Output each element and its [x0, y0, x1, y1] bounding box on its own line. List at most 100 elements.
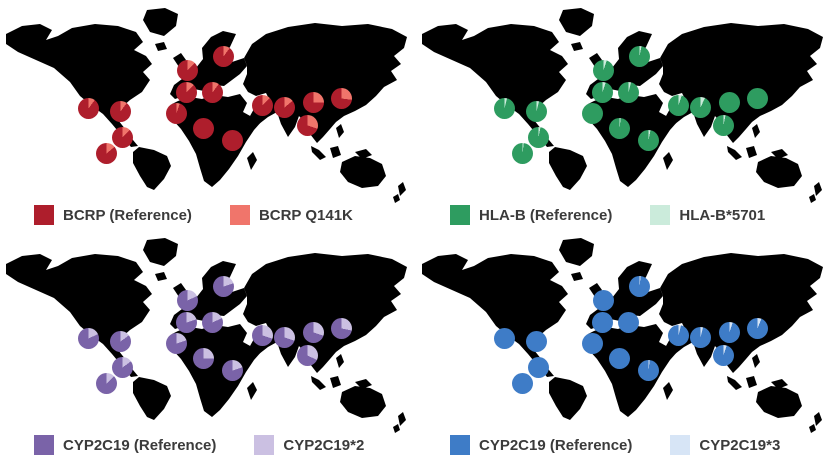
- pie-west-africa: [581, 102, 603, 124]
- pie-northern-europe: [592, 59, 614, 81]
- pie-north-america-west: [77, 97, 99, 119]
- legend-label: CYP2C19*2: [283, 436, 365, 454]
- pie-east-asia: [302, 91, 324, 113]
- legend-label: BCRP (Reference): [63, 206, 192, 224]
- pie-east-asia: [718, 321, 740, 343]
- pie-north-america-west: [493, 327, 515, 349]
- pie-japan: [746, 87, 768, 109]
- legend-item-variant: CYP2C19*2: [254, 435, 364, 455]
- reference-color-swatch: [34, 435, 54, 455]
- panel-bcrp: BCRP (Reference) BCRP Q141K: [0, 0, 416, 230]
- legend-label: HLA-B (Reference): [479, 206, 613, 224]
- legend-label: CYP2C19*3: [699, 436, 781, 454]
- pie-central-africa: [192, 347, 214, 369]
- pie-north-america-east: [109, 100, 131, 122]
- pie-scandinavia: [628, 45, 650, 67]
- pie-scandinavia: [212, 45, 234, 67]
- reference-color-swatch: [450, 205, 470, 225]
- legend-item-variant: HLA-B*5701: [650, 205, 765, 225]
- pie-southern-africa: [637, 129, 659, 151]
- pie-south-america: [511, 372, 533, 394]
- legend-item-reference: CYP2C19 (Reference): [34, 435, 216, 455]
- pie-southern-africa: [221, 129, 243, 151]
- legend-item-reference: CYP2C19 (Reference): [450, 435, 632, 455]
- pie-eastern-europe: [201, 311, 223, 333]
- pie-western-europe: [175, 81, 197, 103]
- variant-color-swatch: [650, 205, 671, 225]
- variant-color-swatch: [670, 435, 691, 455]
- pie-south-america: [95, 142, 117, 164]
- pie-layer-hla-b: [416, 0, 832, 230]
- pie-west-africa: [165, 102, 187, 124]
- pie-east-asia: [718, 91, 740, 113]
- pie-middle-east: [251, 94, 273, 116]
- pie-southeast-asia: [712, 344, 734, 366]
- pie-south-asia: [273, 96, 295, 118]
- legend-item-variant: BCRP Q141K: [229, 205, 353, 225]
- pie-north-america-west: [493, 97, 515, 119]
- pie-japan: [330, 87, 352, 109]
- pie-central-africa: [608, 117, 630, 139]
- pie-south-asia: [689, 326, 711, 348]
- pie-north-america-west: [77, 327, 99, 349]
- pie-northern-europe: [176, 59, 198, 81]
- pie-south-america: [95, 372, 117, 394]
- pie-central-africa: [608, 347, 630, 369]
- pie-middle-east: [667, 324, 689, 346]
- pie-south-america: [511, 142, 533, 164]
- pie-middle-east: [251, 324, 273, 346]
- pie-west-africa: [165, 332, 187, 354]
- legend-label: BCRP Q141K: [258, 206, 353, 224]
- panel-hla-b: HLA-B (Reference) HLA-B*5701: [416, 0, 832, 230]
- reference-color-swatch: [450, 435, 470, 455]
- legend-label: CYP2C19 (Reference): [63, 436, 217, 454]
- pie-central-america: [527, 356, 549, 378]
- pie-western-europe: [591, 81, 613, 103]
- legend-item-variant: CYP2C19*3: [670, 435, 780, 455]
- pie-southeast-asia: [296, 114, 318, 136]
- legend-label: HLA-B*5701: [679, 206, 766, 224]
- pie-scandinavia: [628, 275, 650, 297]
- pie-northern-europe: [592, 289, 614, 311]
- pie-western-europe: [175, 311, 197, 333]
- pie-central-america: [111, 126, 133, 148]
- pie-layer-cyp2c19-star2: [0, 230, 416, 460]
- pie-northern-europe: [176, 289, 198, 311]
- legend-bcrp: BCRP (Reference) BCRP Q141K: [34, 205, 353, 225]
- pie-southeast-asia: [296, 344, 318, 366]
- pie-central-africa: [192, 117, 214, 139]
- legend-hla-b: HLA-B (Reference) HLA-B*5701: [450, 205, 765, 225]
- pie-north-america-east: [109, 330, 131, 352]
- pie-central-america: [111, 356, 133, 378]
- pie-layer-cyp2c19-star3: [416, 230, 832, 460]
- legend-cyp2c19-star2: CYP2C19 (Reference) CYP2C19*2: [34, 435, 364, 455]
- legend-item-reference: BCRP (Reference): [34, 205, 192, 225]
- pie-western-europe: [591, 311, 613, 333]
- pie-eastern-europe: [617, 311, 639, 333]
- variant-color-swatch: [229, 205, 250, 225]
- legend-cyp2c19-star3: CYP2C19 (Reference) CYP2C19*3: [450, 435, 780, 455]
- pie-east-asia: [302, 321, 324, 343]
- pie-eastern-europe: [201, 81, 223, 103]
- pie-eastern-europe: [617, 81, 639, 103]
- pie-southern-africa: [221, 359, 243, 381]
- pie-south-asia: [273, 326, 295, 348]
- panel-cyp2c19-star2: CYP2C19 (Reference) CYP2C19*2: [0, 230, 416, 460]
- pie-southern-africa: [637, 359, 659, 381]
- pie-central-america: [527, 126, 549, 148]
- pie-japan: [330, 317, 352, 339]
- legend-item-reference: HLA-B (Reference): [450, 205, 612, 225]
- pie-layer-bcrp: [0, 0, 416, 230]
- pie-north-america-east: [525, 330, 547, 352]
- pie-south-asia: [689, 96, 711, 118]
- pie-southeast-asia: [712, 114, 734, 136]
- pie-north-america-east: [525, 100, 547, 122]
- pie-scandinavia: [212, 275, 234, 297]
- pie-middle-east: [667, 94, 689, 116]
- pie-japan: [746, 317, 768, 339]
- legend-label: CYP2C19 (Reference): [479, 436, 633, 454]
- variant-color-swatch: [254, 435, 275, 455]
- pie-west-africa: [581, 332, 603, 354]
- panel-cyp2c19-star3: CYP2C19 (Reference) CYP2C19*3: [416, 230, 832, 460]
